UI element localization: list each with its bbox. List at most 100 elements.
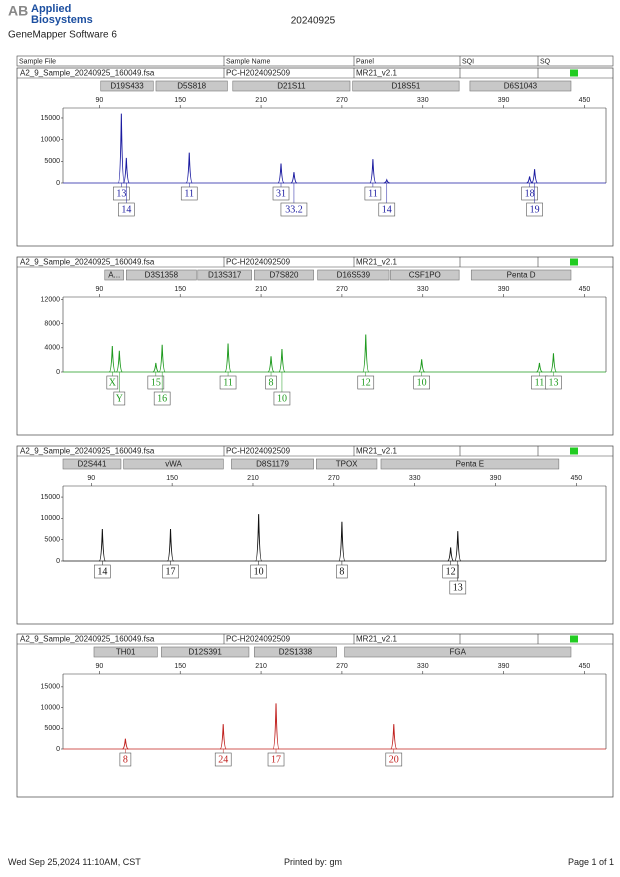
x-tick-label: 210 (255, 97, 267, 104)
allele-box (162, 564, 179, 579)
sq-flag (570, 635, 578, 643)
y-tick-label: 10000 (41, 515, 61, 522)
allele-box (413, 375, 430, 390)
allele-box (449, 580, 467, 595)
marker-bar (231, 458, 314, 470)
marker-bar (390, 269, 460, 281)
allele-box (273, 391, 291, 406)
allele-box (336, 564, 348, 579)
allele-label: 14 (382, 204, 392, 215)
marker-bar (469, 80, 572, 92)
allele-label: 12 (361, 377, 371, 388)
peak (219, 724, 227, 750)
x-tick-label: 150 (174, 286, 186, 293)
peak (185, 152, 193, 184)
marker-bar (104, 269, 124, 281)
marker-name: D19S433 (110, 82, 144, 91)
footer-printed: Printed by: gm (284, 857, 342, 867)
allele-label: 11 (535, 377, 545, 388)
logo-mark: AB (8, 3, 28, 19)
allele-box (180, 186, 198, 201)
allele-box (267, 752, 285, 767)
peak (277, 163, 285, 184)
y-tick-label: 5000 (44, 725, 60, 732)
marker-name: D18S51 (391, 82, 420, 91)
sq-flag (570, 447, 578, 455)
x-tick-label: 330 (417, 286, 429, 293)
software: GeneMapper Software 6 (8, 30, 117, 41)
sample-name: PC-H2024092509 (226, 69, 291, 78)
allele-label: 8 (339, 566, 344, 577)
allele-box (272, 186, 290, 201)
y-tick-label: 4000 (44, 345, 60, 352)
peak (108, 345, 116, 373)
peak (158, 344, 166, 373)
allele-box (357, 375, 375, 390)
marker-name: Penta D (507, 271, 536, 280)
y-tick-label: 8000 (44, 320, 60, 327)
allele-label: 20 (389, 754, 399, 765)
allele-label: 24 (218, 754, 228, 765)
peak (536, 362, 543, 373)
allele-box (521, 186, 538, 201)
marker-bar (93, 646, 158, 658)
peak (224, 343, 232, 373)
marker-name: D21S11 (277, 82, 306, 91)
allele-label: 8 (123, 754, 128, 765)
footer-page: Page 1 of 1 (568, 857, 614, 867)
column-label: Panel (356, 58, 374, 65)
allele-label: 17 (271, 754, 281, 765)
allele-box (545, 375, 562, 390)
allele-box (147, 375, 165, 390)
peak (383, 178, 390, 184)
marker-name: CSF1PO (409, 271, 441, 280)
panel-frame (16, 633, 614, 798)
peak (98, 529, 106, 562)
x-tick-label: 210 (247, 475, 259, 482)
marker-name: D5S818 (177, 82, 206, 91)
marker-bar (126, 269, 197, 281)
marker-bar (197, 269, 252, 281)
marker-bar (380, 458, 560, 470)
allele-label: Y (116, 393, 123, 404)
peak (117, 113, 125, 184)
marker-name: A... (108, 271, 120, 280)
y-tick-label: 10000 (41, 136, 61, 143)
x-tick-label: 450 (579, 663, 591, 670)
marker-bar (254, 646, 337, 658)
marker-name: D13S317 (208, 271, 242, 280)
allele-box (94, 564, 111, 579)
allele-label: 15 (151, 377, 161, 388)
allele-label: 17 (166, 566, 176, 577)
x-tick-label: 330 (409, 475, 421, 482)
x-tick-label: 270 (336, 97, 348, 104)
panel-name: MR21_v2.1 (356, 635, 397, 644)
marker-name: D6S1043 (504, 82, 538, 91)
y-tick-label: 0 (56, 746, 60, 753)
marker-name: D2S1338 (279, 648, 313, 657)
x-tick-label: 210 (255, 286, 267, 293)
y-tick-label: 12000 (41, 296, 61, 303)
title: 20240925 (291, 16, 336, 27)
panel-name: MR21_v2.1 (356, 69, 397, 78)
x-tick-label: 90 (95, 286, 103, 293)
marker-name: D2S441 (78, 460, 107, 469)
marker-name: TH01 (116, 648, 136, 657)
column-label: SQI (462, 58, 474, 65)
allele-box (280, 202, 308, 217)
marker-bar (344, 646, 572, 658)
x-tick-label: 150 (174, 663, 186, 670)
x-tick-label: 390 (490, 475, 502, 482)
peak (152, 362, 159, 373)
peak (122, 738, 129, 750)
footer-date: Wed Sep 25,2024 11:10AM, CST (8, 857, 141, 867)
allele-label: 11 (184, 188, 194, 199)
panel-frame (16, 256, 614, 436)
allele-box (219, 375, 237, 390)
peak (290, 172, 298, 184)
peak (272, 703, 280, 750)
allele-box (378, 202, 396, 217)
peak (550, 353, 557, 373)
